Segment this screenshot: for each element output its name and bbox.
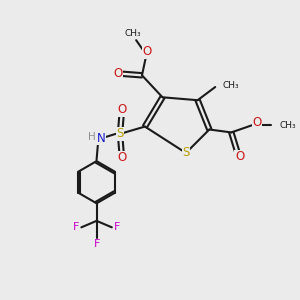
Text: O: O — [142, 45, 152, 58]
Text: S: S — [116, 128, 124, 140]
Text: F: F — [114, 222, 120, 232]
Text: O: O — [113, 67, 122, 80]
Text: N: N — [97, 132, 105, 145]
Text: O: O — [117, 152, 127, 164]
Text: S: S — [182, 146, 190, 159]
Text: H: H — [88, 132, 95, 142]
Text: CH₃: CH₃ — [280, 121, 296, 130]
Text: O: O — [117, 103, 127, 116]
Text: O: O — [252, 116, 261, 129]
Text: CH₃: CH₃ — [223, 81, 239, 90]
Text: F: F — [93, 239, 100, 249]
Text: O: O — [235, 150, 244, 163]
Text: CH₃: CH₃ — [125, 29, 142, 38]
Text: F: F — [73, 222, 79, 232]
